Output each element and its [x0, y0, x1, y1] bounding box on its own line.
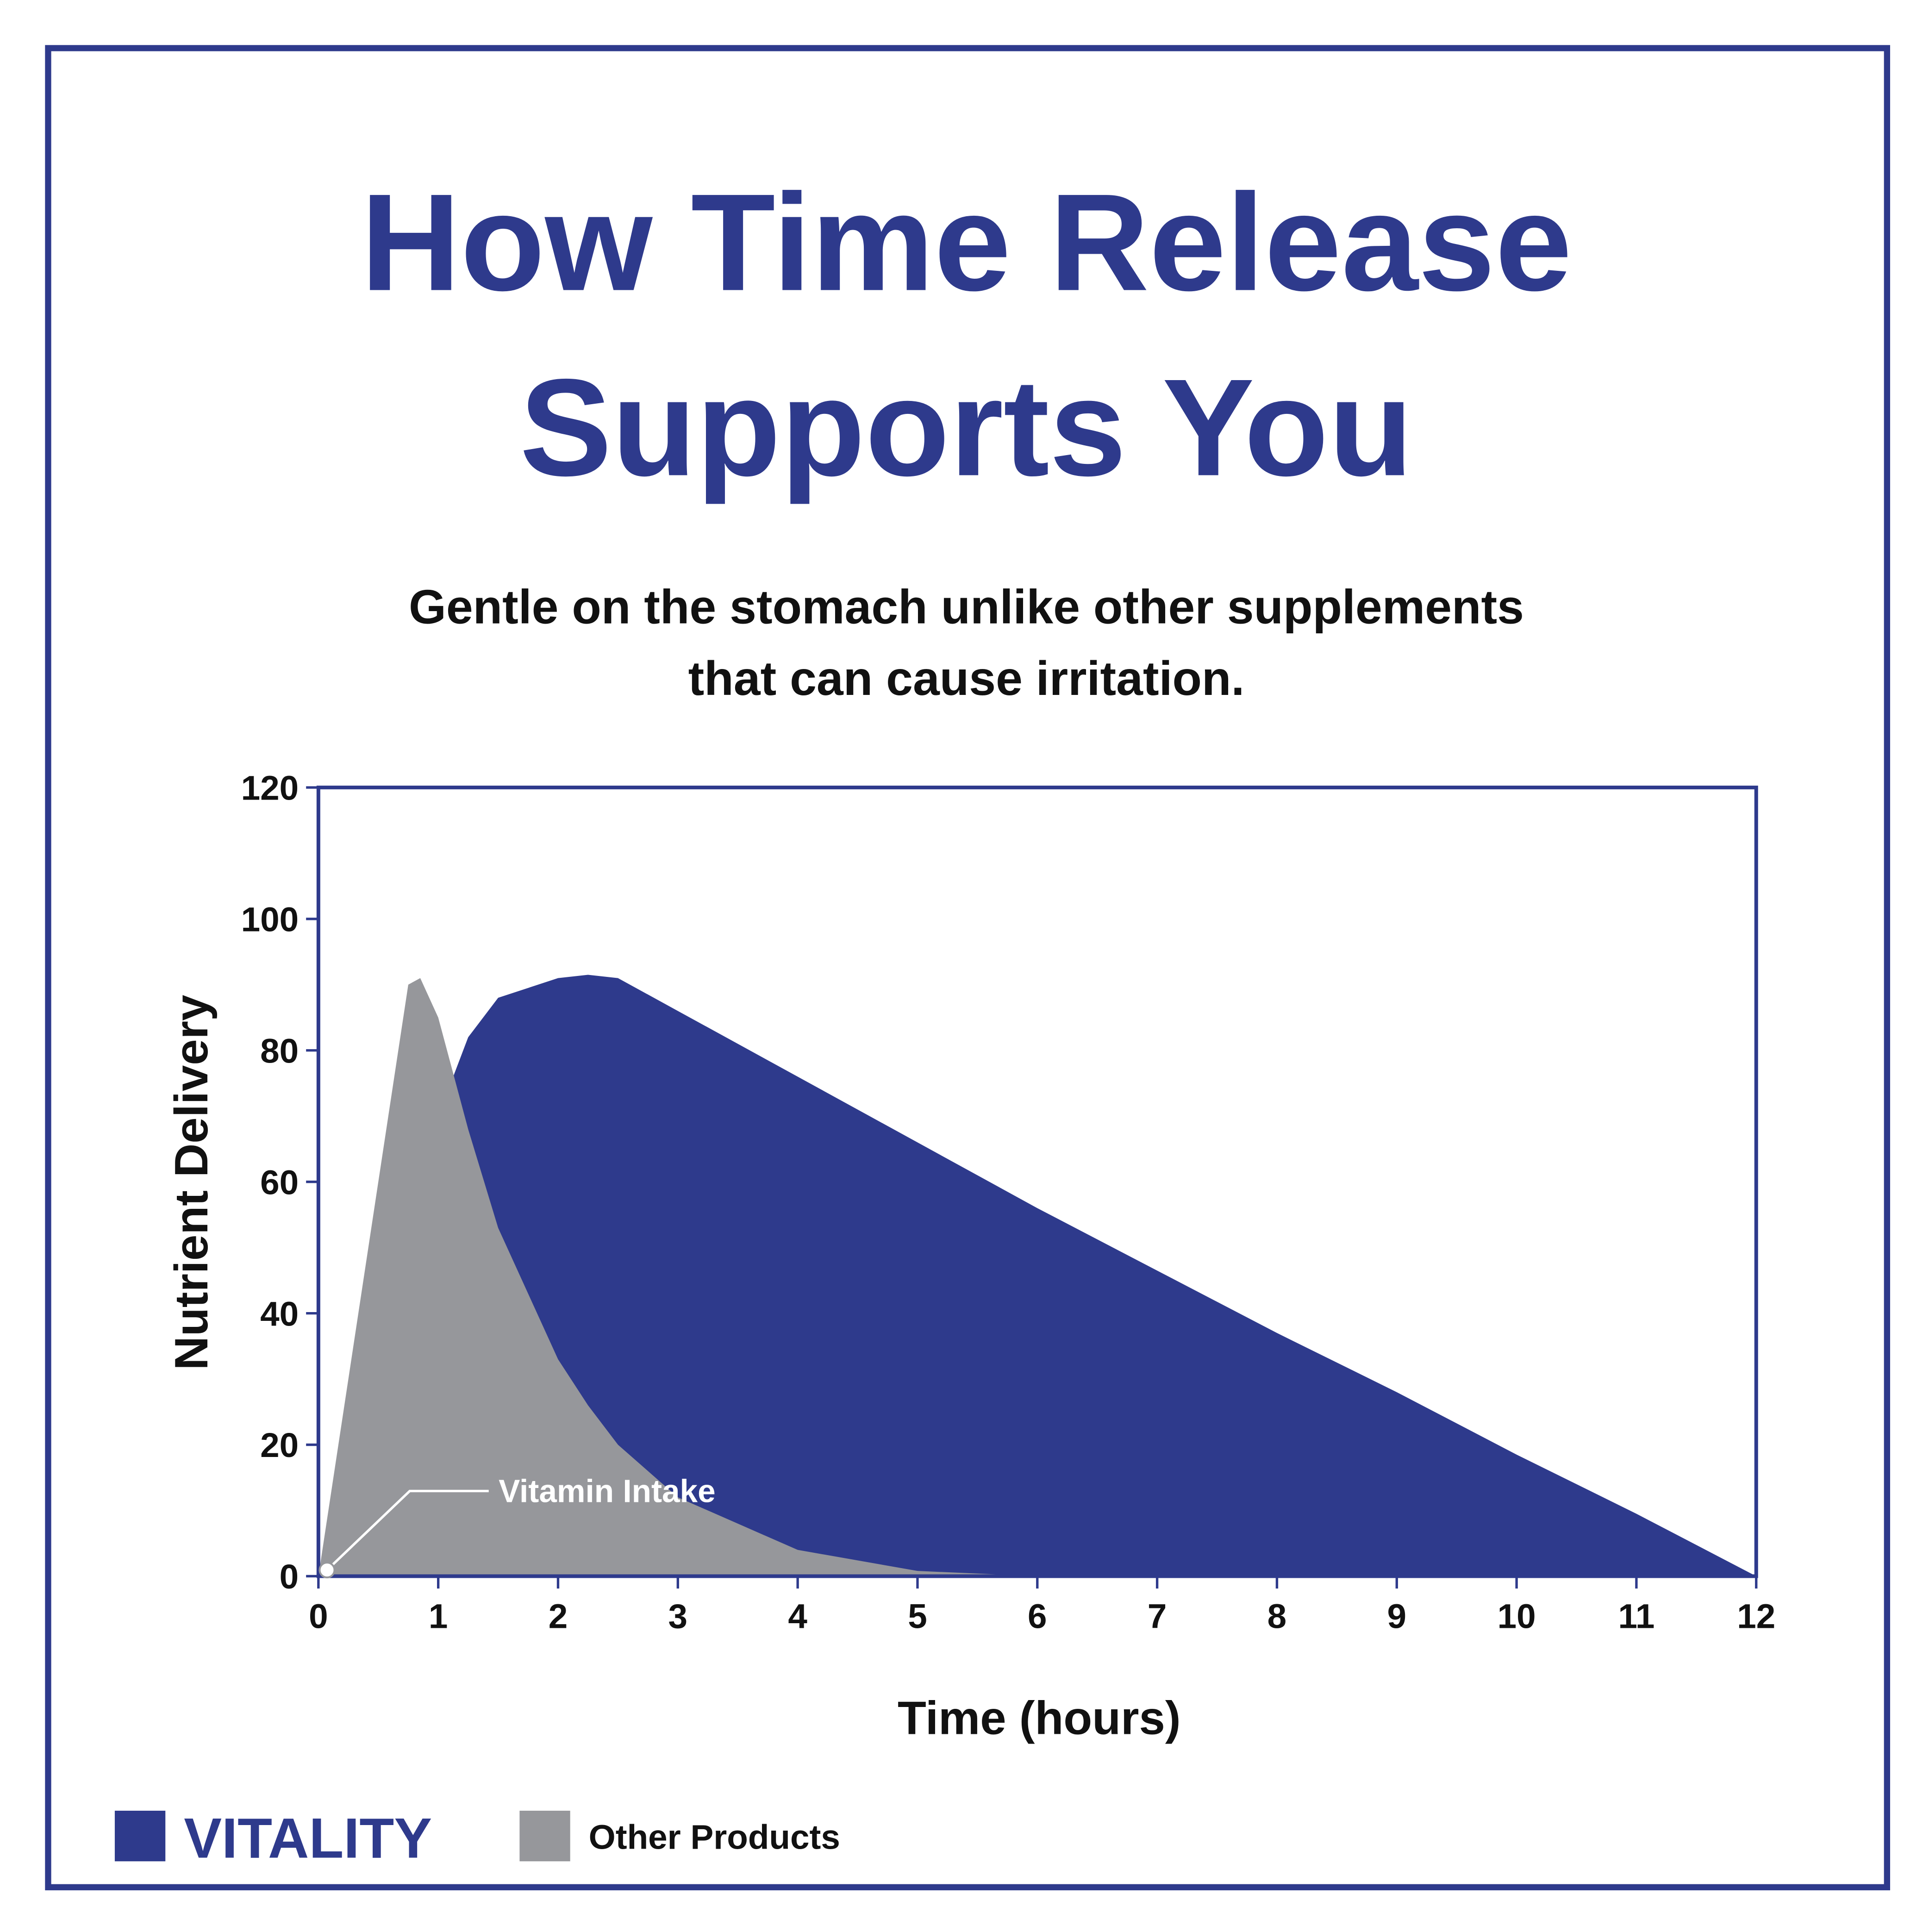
legend-label: VITALITY [184, 1806, 432, 1869]
x-tick-label: 12 [1737, 1596, 1775, 1635]
x-tick-label: 10 [1498, 1596, 1536, 1635]
x-axis-label: Time (hours) [898, 1692, 1181, 1744]
x-tick-label: 2 [549, 1596, 568, 1635]
y-tick-label: 0 [280, 1557, 299, 1596]
legend-swatch [114, 1810, 166, 1862]
chart-title: Supports You [520, 350, 1413, 505]
subtitle: Gentle on the stomach unlike other suppl… [409, 580, 1524, 634]
y-tick-label: 40 [260, 1294, 299, 1333]
annotation-dot [318, 1562, 336, 1579]
x-tick-label: 5 [908, 1596, 927, 1635]
legend-swatch [519, 1810, 570, 1862]
x-tick-label: 8 [1267, 1596, 1287, 1635]
x-tick-label: 7 [1148, 1596, 1167, 1635]
chart-title: How Time Release [361, 166, 1572, 320]
annotation: Vitamin Intake [499, 1473, 716, 1509]
x-tick-label: 1 [429, 1596, 448, 1635]
legend-label: Other Products [589, 1818, 840, 1857]
x-tick-label: 6 [1028, 1596, 1047, 1635]
area [318, 978, 1756, 1576]
y-axis-label: Nutrient Delivery [165, 995, 218, 1370]
y-tick-label: 20 [260, 1426, 299, 1464]
x-tick-label: 9 [1387, 1596, 1407, 1635]
y-tick-label: 100 [241, 900, 299, 938]
y-tick-label: 120 [241, 769, 299, 807]
x-tick-label: 0 [309, 1596, 328, 1635]
x-tick-label: 4 [788, 1596, 807, 1635]
x-tick-label: 11 [1618, 1596, 1654, 1635]
y-tick-label: 60 [260, 1163, 299, 1201]
x-tick-label: 3 [668, 1596, 688, 1635]
frame [45, 45, 1891, 1890]
annotation-leader [326, 1489, 489, 1571]
subtitle: that can cause irritation. [688, 652, 1245, 706]
area [318, 975, 1756, 1576]
y-tick-label: 80 [260, 1031, 299, 1070]
